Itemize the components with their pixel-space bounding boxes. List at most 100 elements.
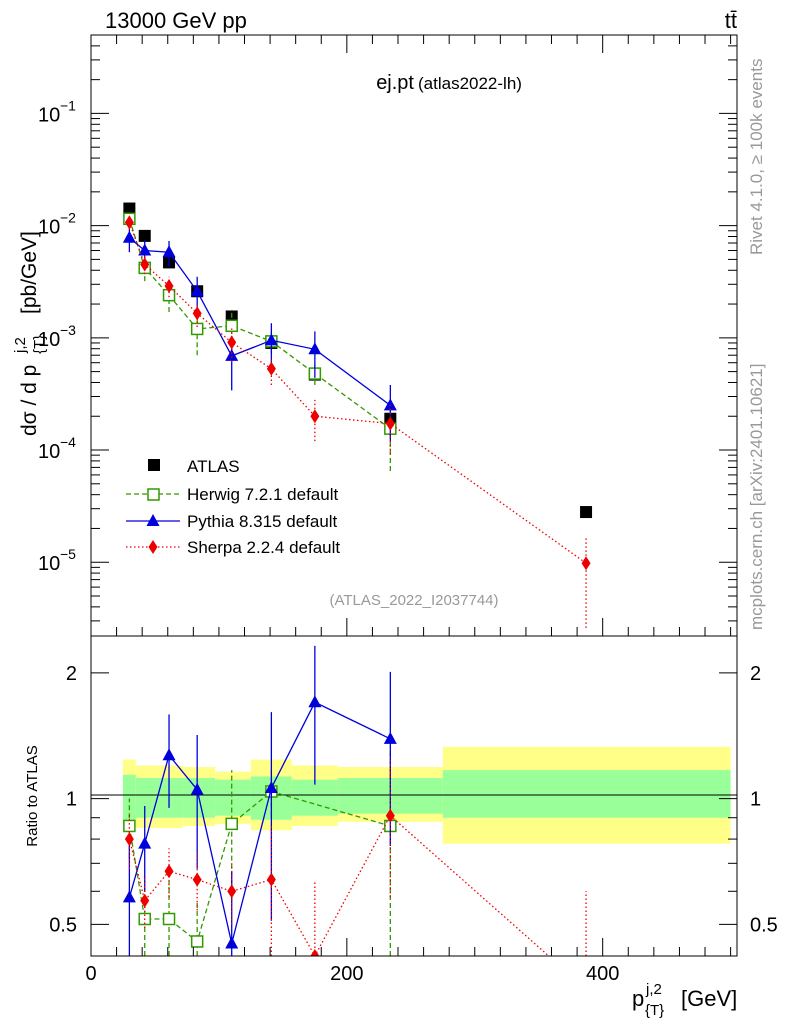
- main-point-pythia: [383, 398, 397, 411]
- ratio-panel: 2 2 1 1 0.5 0.5 0 200 400 Ratio to ATLAS p j,2 {…: [24, 635, 778, 1019]
- ratio-point-pythia: [138, 836, 152, 849]
- main-y-tick-label: 10 −1: [38, 97, 76, 126]
- ratio-y-tick-label: 2: [66, 663, 77, 685]
- ratio-point-sherpa: [124, 832, 134, 847]
- main-series-layer: [122, 202, 593, 628]
- legend-label-sherpa: Sherpa 2.2.4 default: [187, 538, 340, 557]
- main-y-tick-exponent: −4: [60, 434, 76, 450]
- ratio-point-pythia: [383, 731, 397, 744]
- main-point-pythia: [122, 230, 136, 243]
- main-point-sherpa: [124, 215, 134, 230]
- main-y-tick-label: 10 −4: [38, 434, 76, 463]
- ratio-point-sherpa: [385, 808, 395, 823]
- main-point-sherpa: [192, 306, 202, 321]
- main-point-herwig: [225, 319, 238, 333]
- legend-marker-sherpa: [148, 540, 158, 554]
- ratio-frame: [90, 635, 738, 957]
- ratio-point-herwig: [225, 817, 238, 831]
- ratio-point-sherpa: [227, 884, 237, 899]
- main-point-atlas: [138, 229, 151, 242]
- ratio-point-pythia: [225, 936, 239, 949]
- legend-label-pythia: Pythia 8.315 default: [187, 512, 338, 531]
- legend-label-herwig: Herwig 7.2.1 default: [187, 485, 338, 504]
- main-point-sherpa: [310, 409, 320, 424]
- x-label-sup: j,2: [645, 981, 662, 998]
- main-point-atlas: [580, 506, 593, 519]
- legend-label-atlas: ATLAS: [187, 457, 240, 476]
- legend: ATLAS Herwig 7.2.1 default Pythia 8.315 …: [126, 457, 340, 557]
- ratio-band-inner: [291, 779, 338, 816]
- mcplots-label: mcplots.cern.ch [arXiv:2401.10621]: [747, 364, 766, 630]
- main-point-sherpa: [164, 278, 174, 293]
- main-y-tick-base: 10: [38, 553, 60, 575]
- ratio-series-sherpa: [124, 759, 587, 956]
- y-label-sub: {T}: [31, 335, 48, 354]
- ratio-point-sherpa: [266, 872, 276, 887]
- main-y-tick-exponent: −5: [60, 546, 76, 562]
- main-point-pythia: [308, 342, 322, 355]
- ratio-point-sherpa: [140, 893, 150, 908]
- ratio-tick-labels: 2 2 1 1 0.5 0.5 0 200 400: [49, 663, 778, 985]
- main-point-pythia: [190, 284, 204, 297]
- main-point-sherpa: [140, 257, 150, 272]
- main-y-tick-base: 10: [38, 217, 60, 239]
- main-point-pythia: [264, 333, 278, 346]
- main-y-tick-exponent: −3: [60, 322, 76, 338]
- ratio-y-tick-label-right: 0.5: [750, 914, 778, 936]
- main-line-sherpa: [128, 222, 587, 564]
- ratio-point-pythia: [122, 890, 136, 903]
- ratio-y-axis-label: Ratio to ATLAS: [24, 745, 41, 846]
- ratio-series-pythia: [122, 645, 397, 956]
- ratio-y-tick-label: 0.5: [49, 914, 77, 936]
- main-y-tick-label: 10 −2: [38, 210, 76, 239]
- main-y-tick-exponent: −1: [60, 97, 76, 113]
- main-point-pythia: [162, 245, 176, 258]
- ratio-y-tick-label-right: 2: [750, 663, 761, 685]
- ratio-point-pythia: [162, 748, 176, 761]
- x-axis-label: p j,2 {T} [GeV]: [632, 981, 737, 1019]
- main-y-tick-base: 10: [38, 441, 60, 463]
- rivet-version-label: Rivet 4.1.0, ≥ 100k events: [747, 59, 766, 255]
- main-axis-ticks: [90, 34, 737, 636]
- main-y-axis-label: dσ / d p j,2 {T} [pb/GeV]: [12, 231, 48, 436]
- ratio-band-inner: [135, 778, 155, 818]
- x-label-unit: [GeV]: [681, 986, 737, 1011]
- ratio-y-tick-label: 1: [66, 789, 77, 811]
- main-panel: 10−110−210−310−410−5 ej.pt (atlas2022-lh…: [12, 34, 738, 637]
- ratio-point-pythia: [264, 781, 278, 794]
- x-tick-label: 0: [85, 963, 96, 985]
- main-y-tick-labels: 10−110−210−310−410−5: [38, 97, 76, 575]
- ratio-point-sherpa: [164, 864, 174, 879]
- chart-title: ej.pt: [376, 72, 414, 94]
- ratio-point-sherpa: [310, 949, 320, 956]
- main-line-pythia: [128, 237, 391, 406]
- ratio-line-sherpa: [128, 814, 550, 956]
- ratio-point-pythia: [190, 782, 204, 795]
- ratio-point-herwig: [190, 935, 204, 948]
- main-point-pythia: [225, 348, 239, 361]
- main-y-tick-exponent: −2: [60, 210, 76, 226]
- ratio-point-herwig: [123, 819, 136, 833]
- chart-subtitle: (atlas2022-lh): [418, 74, 522, 93]
- ratio-band-inner: [215, 779, 251, 816]
- main-y-tick-base: 10: [38, 329, 60, 351]
- ratio-line-pythia: [128, 701, 391, 944]
- main-point-sherpa: [266, 361, 276, 376]
- main-y-tick-label: 10 −3: [38, 322, 76, 351]
- main-point-atlas: [123, 202, 136, 215]
- ratio-point-pythia: [308, 695, 322, 708]
- ratio-y-tick-label-right: 1: [750, 789, 761, 811]
- x-label-main: p: [632, 986, 644, 1011]
- main-point-sherpa: [385, 416, 395, 431]
- ratio-series-layer: [122, 645, 587, 956]
- analysis-watermark: (ATLAS_2022_I2037744): [329, 592, 498, 609]
- main-point-sherpa: [581, 556, 591, 571]
- x-tick-label: 400: [586, 963, 619, 985]
- main-series-sherpa: [124, 215, 591, 628]
- main-y-tick-label: 10 −5: [38, 546, 76, 575]
- ratio-point-herwig: [162, 912, 176, 926]
- process-label: tt̄: [725, 8, 737, 33]
- x-label-sub: {T}: [645, 1002, 664, 1019]
- main-point-herwig: [190, 322, 204, 336]
